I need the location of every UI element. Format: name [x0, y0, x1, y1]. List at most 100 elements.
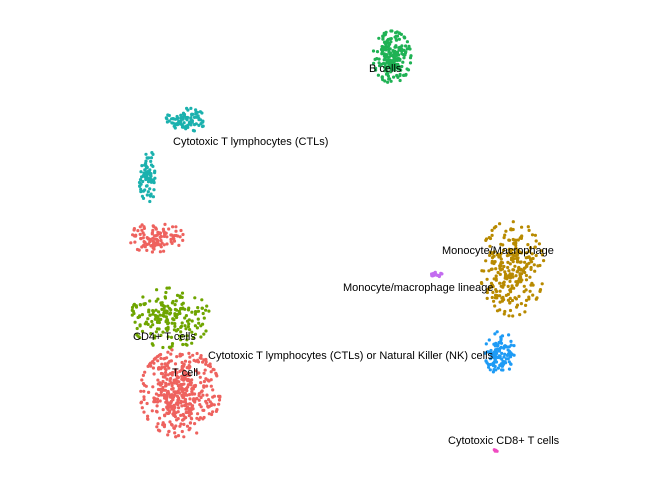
cluster-2-point	[140, 194, 144, 198]
cluster-6-point	[537, 242, 542, 246]
cluster-5-point	[151, 366, 155, 370]
cluster-6-point	[524, 303, 528, 307]
label-b-cells: B cells	[369, 63, 402, 75]
cluster-3-point	[162, 234, 166, 238]
cluster-4-point	[202, 316, 206, 320]
cluster-5-point	[142, 397, 146, 402]
cluster-1-point	[200, 111, 204, 115]
cluster-6-point	[534, 239, 538, 243]
cluster-5-point	[164, 381, 168, 385]
cluster-6-point	[488, 253, 492, 257]
cluster-4-point	[164, 290, 168, 295]
cluster-5-point	[198, 375, 202, 379]
cluster-5-point	[202, 379, 206, 384]
cluster-0-point	[408, 61, 413, 65]
cluster-8-point	[507, 360, 511, 364]
cluster-0-point	[387, 77, 391, 81]
cluster-4-point	[180, 334, 184, 338]
cluster-3-point	[162, 243, 166, 247]
cluster-5-point	[218, 394, 222, 398]
cluster-5-point	[166, 433, 170, 437]
cluster-4-point	[138, 303, 142, 307]
cluster-4-point	[130, 313, 134, 317]
cluster-6-point	[527, 249, 531, 253]
cluster-6-point	[490, 259, 494, 263]
cluster-8-point	[484, 342, 488, 346]
cluster-2-point	[140, 164, 144, 168]
points-layer	[129, 29, 546, 453]
cluster-2-point	[141, 179, 145, 184]
cluster-5-point	[205, 393, 209, 397]
cluster-5-point	[180, 389, 185, 393]
cluster-5-point	[152, 372, 156, 376]
cluster-5-point	[211, 410, 215, 414]
cluster-5-point	[167, 430, 171, 434]
cluster-5-point	[157, 353, 161, 357]
cluster-0-point	[377, 61, 381, 65]
cluster-6-point	[490, 256, 495, 260]
cluster-4-point	[197, 321, 201, 325]
cluster-5-point	[159, 393, 163, 397]
cluster-3-point	[138, 232, 142, 236]
cluster-0-point	[405, 67, 409, 71]
cluster-6-point	[500, 299, 504, 303]
cluster-5-point	[182, 372, 186, 376]
cluster-3-point	[137, 248, 141, 252]
cluster-0-point	[389, 29, 393, 33]
cluster-0-point	[394, 34, 398, 38]
cluster-3-point	[165, 235, 169, 239]
cluster-0-point	[398, 67, 402, 72]
cluster-8-point	[493, 364, 497, 369]
cluster-3-point	[151, 224, 155, 228]
cluster-1-point	[192, 129, 196, 133]
cluster-5-point	[185, 389, 189, 393]
cluster-8-point	[497, 347, 501, 351]
cluster-8-point	[509, 362, 513, 366]
cluster-8-point	[507, 367, 511, 371]
cluster-3-point	[132, 227, 136, 231]
cluster-3-point	[177, 243, 181, 247]
cluster-4-point	[204, 308, 208, 312]
cluster-6-point	[507, 314, 511, 318]
cluster-5-point	[191, 386, 195, 390]
cluster-6-point	[508, 272, 512, 276]
cluster-5-point	[180, 377, 184, 381]
cluster-6-point	[522, 290, 526, 294]
cluster-6-point	[542, 259, 546, 263]
cluster-8-point	[494, 368, 498, 372]
cluster-4-point	[178, 334, 182, 338]
cluster-5-point	[188, 360, 192, 364]
cluster-5-point	[160, 372, 165, 376]
cluster-6-point	[533, 233, 538, 237]
cluster-0-point	[372, 61, 376, 65]
cluster-5-point	[176, 410, 180, 414]
cluster-4-point	[172, 328, 176, 332]
cluster-8-point	[504, 357, 509, 361]
cluster-2-point	[149, 159, 153, 163]
cluster-5-point	[196, 371, 200, 375]
cluster-4-point	[155, 288, 159, 292]
cluster-6-point	[522, 284, 526, 288]
cluster-5-point	[169, 359, 173, 363]
cluster-0-point	[407, 44, 411, 49]
cluster-2-point	[138, 184, 142, 188]
cluster-5-point	[176, 375, 180, 380]
cluster-2-point	[145, 156, 149, 160]
cluster-2-point	[143, 163, 147, 167]
cluster-4-point	[135, 326, 139, 331]
cluster-5-point	[187, 393, 192, 397]
cluster-4-point	[193, 332, 198, 336]
cluster-3-point	[158, 235, 162, 239]
cluster-6-point	[519, 302, 524, 306]
cluster-8-point	[502, 355, 506, 359]
cluster-4-point	[181, 301, 185, 305]
cluster-1-point	[171, 117, 175, 121]
cluster-5-point	[171, 412, 175, 416]
cluster-6-point	[522, 266, 526, 270]
cluster-6-point	[510, 256, 514, 260]
cluster-4-point	[146, 322, 150, 326]
cluster-6-point	[496, 270, 500, 275]
cluster-6-point	[531, 283, 535, 287]
cluster-3-point	[181, 232, 185, 237]
cluster-5-point	[195, 351, 199, 356]
